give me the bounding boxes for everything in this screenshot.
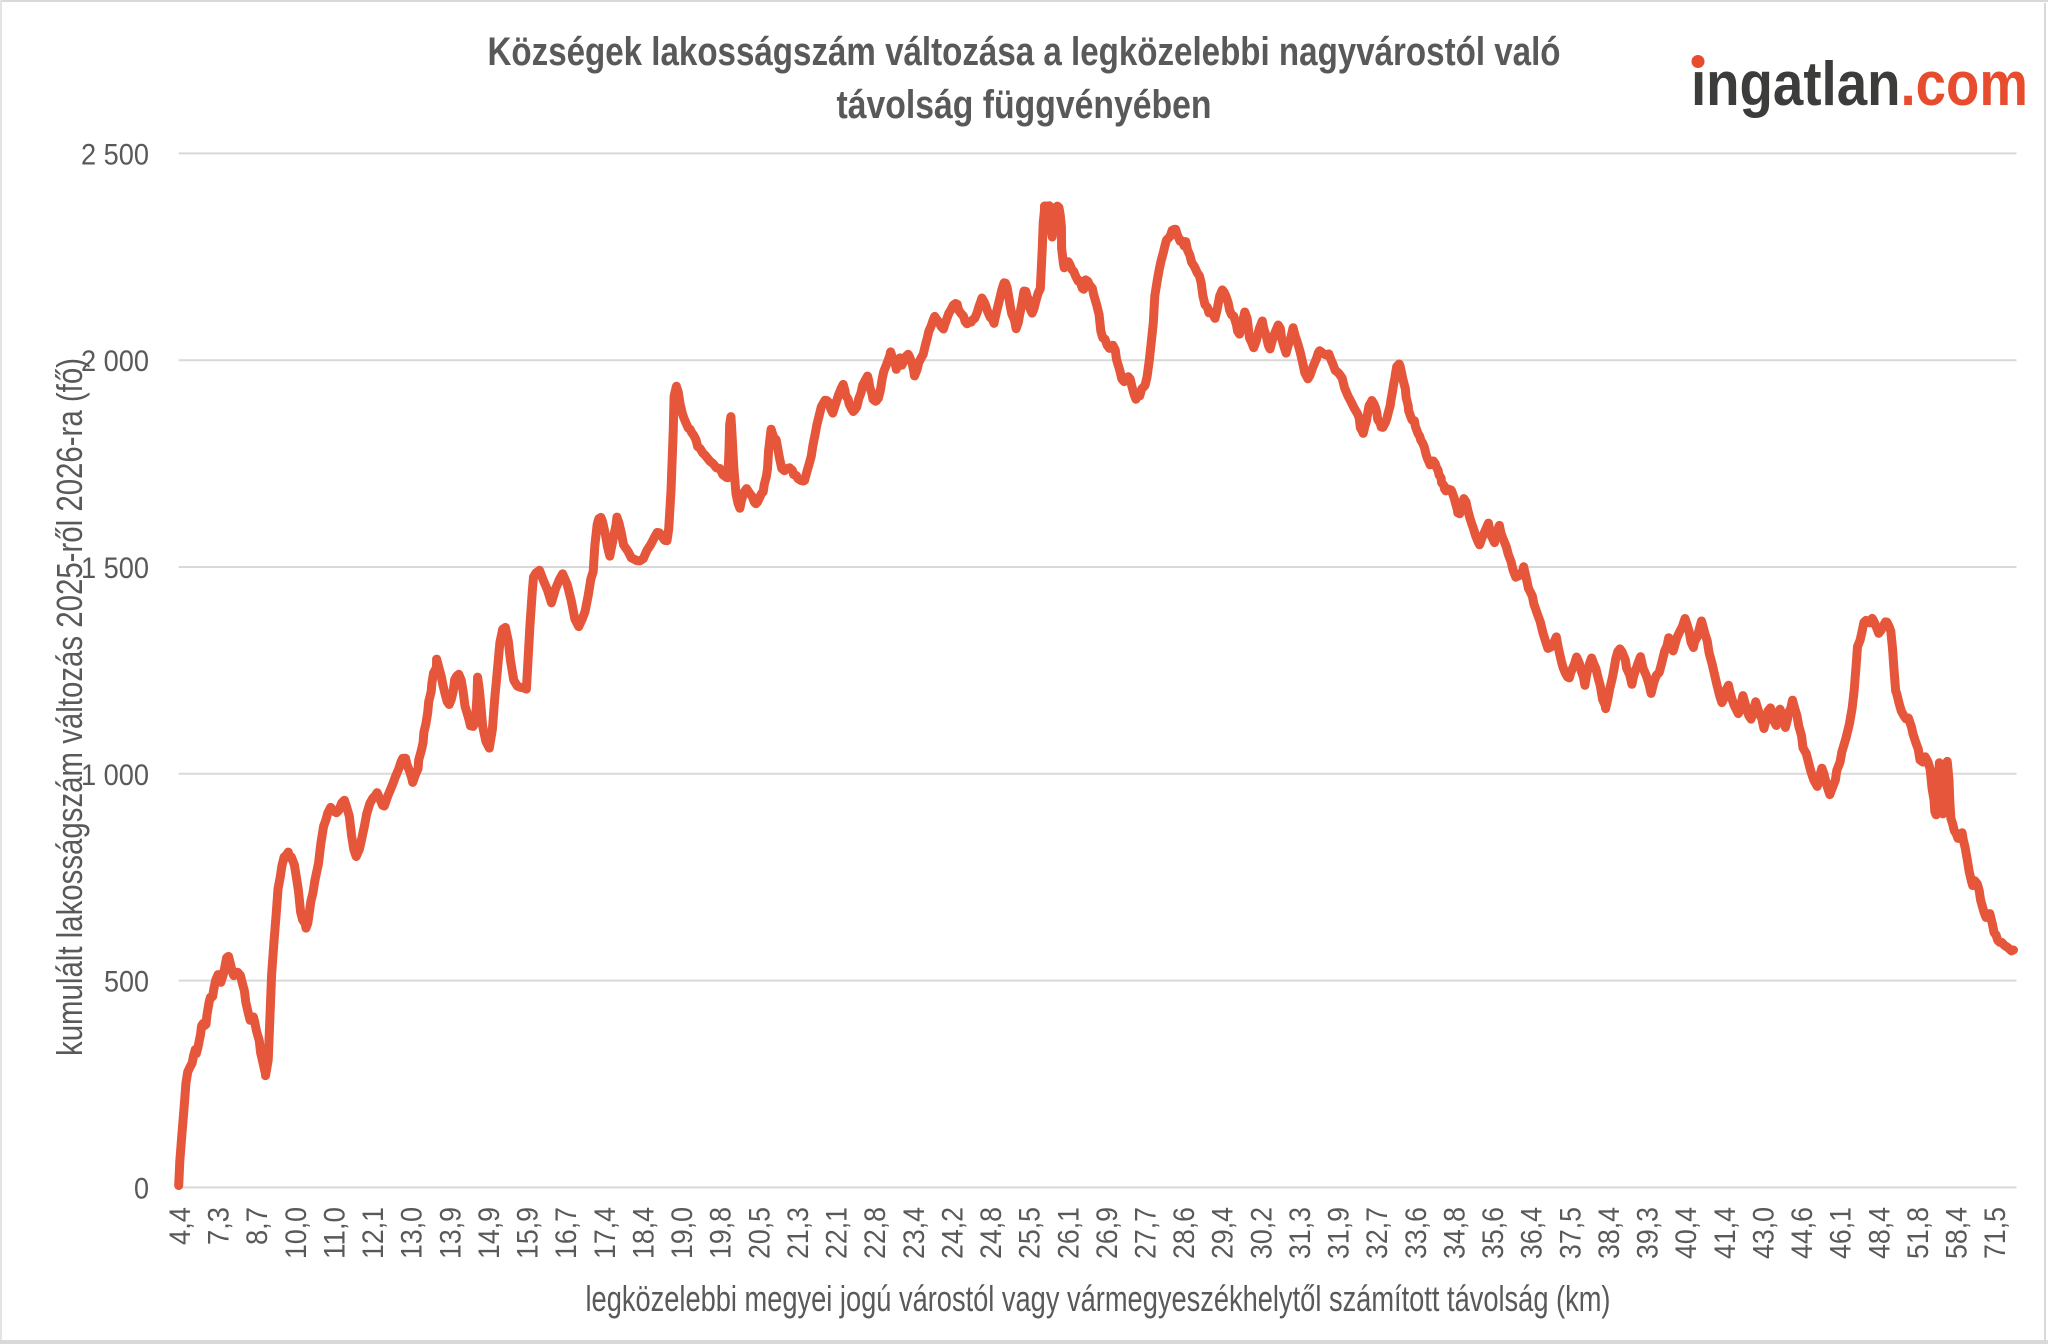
svg-text:36,4: 36,4 [1516, 1207, 1549, 1259]
svg-text:10,0: 10,0 [280, 1207, 313, 1259]
svg-text:39,3: 39,3 [1632, 1207, 1665, 1259]
svg-text:20,5: 20,5 [743, 1207, 776, 1259]
svg-text:27,7: 27,7 [1130, 1207, 1163, 1259]
svg-text:Községek lakosságszám változás: Községek lakosságszám változása a legköz… [488, 30, 1561, 74]
svg-text:26,1: 26,1 [1052, 1207, 1085, 1259]
svg-text:31,9: 31,9 [1323, 1207, 1356, 1259]
svg-text:34,8: 34,8 [1439, 1207, 1472, 1259]
svg-text:távolság függvényében: távolság függvényében [837, 83, 1212, 127]
svg-text:19,0: 19,0 [666, 1207, 699, 1259]
svg-text:30,2: 30,2 [1245, 1207, 1278, 1259]
svg-text:29,4: 29,4 [1207, 1207, 1240, 1259]
svg-text:18,4: 18,4 [627, 1207, 660, 1259]
svg-text:1 500: 1 500 [81, 552, 149, 585]
svg-text:31,3: 31,3 [1284, 1207, 1317, 1259]
svg-text:24,2: 24,2 [936, 1207, 969, 1259]
svg-text:7,3: 7,3 [203, 1207, 236, 1245]
svg-text:16,7: 16,7 [550, 1207, 583, 1259]
svg-text:legközelebbi megyei jogú város: legközelebbi megyei jogú várostól vagy v… [586, 1278, 1611, 1319]
svg-text:14,9: 14,9 [473, 1207, 506, 1259]
svg-text:25,5: 25,5 [1014, 1207, 1047, 1259]
svg-text:2 500: 2 500 [81, 138, 149, 171]
svg-text:4,4: 4,4 [164, 1207, 197, 1245]
svg-text:13,0: 13,0 [396, 1207, 429, 1259]
svg-text:44,6: 44,6 [1786, 1207, 1819, 1259]
svg-text:71,5: 71,5 [1979, 1207, 2012, 1259]
svg-text:46,1: 46,1 [1825, 1207, 1858, 1259]
svg-text:35,6: 35,6 [1477, 1207, 1510, 1259]
svg-text:11,0: 11,0 [319, 1207, 352, 1259]
svg-text:51,8: 51,8 [1902, 1207, 1935, 1259]
svg-text:26,9: 26,9 [1091, 1207, 1124, 1259]
svg-text:19,8: 19,8 [705, 1207, 738, 1259]
svg-text:23,4: 23,4 [898, 1207, 931, 1259]
svg-text:38,4: 38,4 [1593, 1207, 1626, 1259]
svg-text:21,3: 21,3 [782, 1207, 815, 1259]
svg-text:12,1: 12,1 [357, 1207, 390, 1259]
svg-text:500: 500 [104, 966, 149, 999]
svg-text:2 000: 2 000 [81, 345, 149, 378]
svg-text:32,7: 32,7 [1361, 1207, 1394, 1259]
svg-text:1 000: 1 000 [81, 759, 149, 792]
svg-text:37,5: 37,5 [1554, 1207, 1587, 1259]
svg-text:8,7: 8,7 [241, 1207, 274, 1245]
svg-text:22,8: 22,8 [859, 1207, 892, 1259]
svg-text:kumulált lakosságszám változás: kumulált lakosságszám változás 2025-ről … [49, 358, 90, 1056]
svg-text:33,6: 33,6 [1400, 1207, 1433, 1259]
svg-text:22,1: 22,1 [821, 1207, 854, 1259]
svg-text:43,0: 43,0 [1747, 1207, 1780, 1259]
svg-text:17,4: 17,4 [589, 1207, 622, 1259]
svg-text:48,4: 48,4 [1863, 1207, 1896, 1259]
svg-text:0: 0 [134, 1172, 149, 1205]
svg-text:41,4: 41,4 [1709, 1207, 1742, 1259]
svg-text:ıngatlan.com: ıngatlan.com [1691, 50, 2028, 119]
svg-text:24,8: 24,8 [975, 1207, 1008, 1259]
svg-text:40,4: 40,4 [1670, 1207, 1703, 1259]
svg-text:13,9: 13,9 [434, 1207, 467, 1259]
svg-text:15,9: 15,9 [512, 1207, 545, 1259]
svg-text:28,6: 28,6 [1168, 1207, 1201, 1259]
svg-text:58,4: 58,4 [1941, 1207, 1974, 1259]
